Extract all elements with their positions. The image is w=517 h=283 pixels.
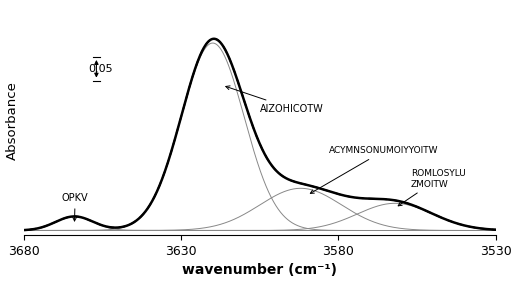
- Text: 0.05: 0.05: [88, 64, 113, 74]
- Text: ROMLOSYLU
ZMOITW: ROMLOSYLU ZMOITW: [398, 169, 465, 206]
- Y-axis label: Absorbance: Absorbance: [6, 81, 19, 160]
- X-axis label: wavenumber (cm⁻¹): wavenumber (cm⁻¹): [183, 263, 337, 277]
- Text: AlZOHICOTW: AlZOHICOTW: [226, 86, 324, 114]
- Text: ACYMNSONUMOIYYOITW: ACYMNSONUMOIYYOITW: [310, 146, 438, 193]
- Text: OPKV: OPKV: [62, 193, 88, 221]
